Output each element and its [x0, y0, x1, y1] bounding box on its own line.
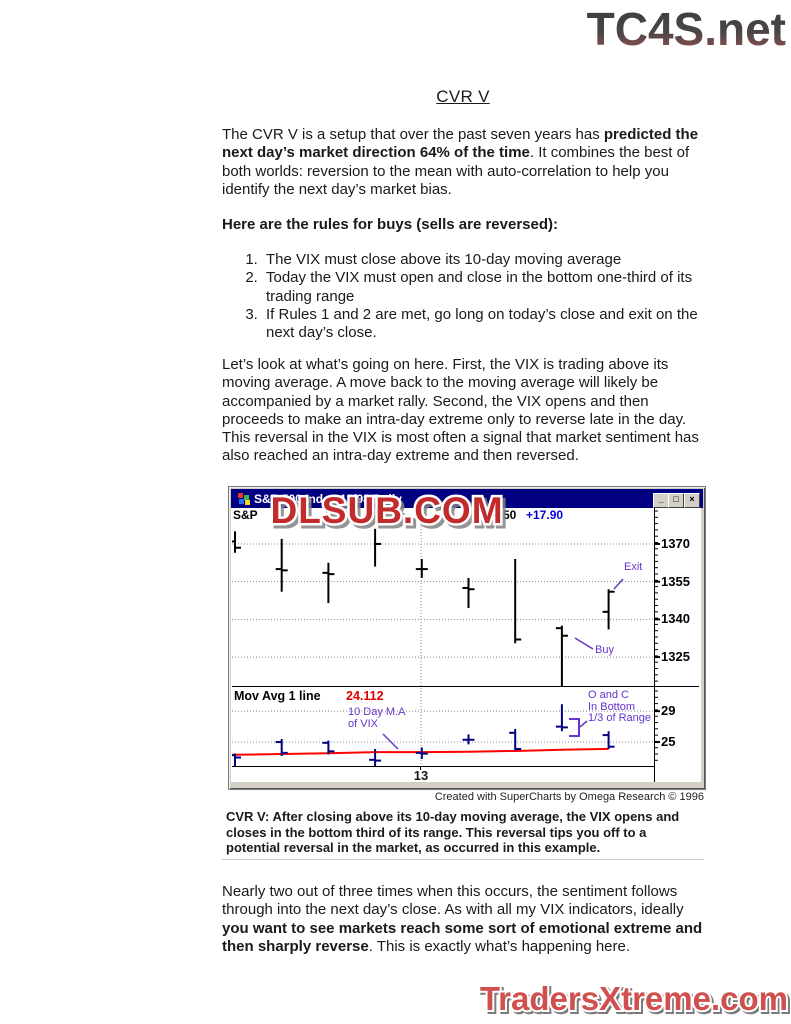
axis-label: 1340: [661, 611, 690, 627]
rule-item-1: The VIX must close above its 10-day movi…: [262, 251, 728, 269]
tc4s-logo: TC4S.net: [587, 3, 786, 55]
figure-caption: CVR V: After closing above its 10-day mo…: [226, 809, 680, 856]
window-title: S&P 500 Index 12/98 Daily: [254, 492, 402, 506]
indicator-label: Mov Avg 1 line: [234, 689, 321, 703]
close-button[interactable]: ×: [684, 493, 700, 508]
svg-text:TradersXtreme.com: TradersXtreme.com: [480, 980, 788, 1017]
axis-label: 29: [661, 703, 676, 719]
tradersxtreme-logo: TradersXtreme.com: [478, 978, 790, 1019]
axis-label: 25: [661, 734, 676, 750]
quote-change: +17.90: [526, 508, 564, 522]
chart-credit: Created with SuperCharts by Omega Resear…: [434, 791, 704, 803]
intro-paragraph: The CVR V is a setup that over the past …: [222, 126, 699, 198]
x-tick-mark: [420, 767, 421, 770]
indicator-value: 24.112: [346, 689, 384, 703]
exit-annotation: Exit: [624, 561, 643, 573]
buy-annotation: Buy: [595, 644, 614, 656]
ma-annotation: 10 Day M.A of VIX: [348, 706, 406, 730]
axis-label: 1370: [661, 535, 690, 551]
axis-label: 1355: [661, 573, 690, 589]
analysis-paragraph: Let’s look at what’s going on here. Firs…: [222, 356, 699, 465]
window-titlebar: S&P 500 Index 12/98 Daily _ □ ×: [231, 489, 703, 508]
svg-text:TC4S.net: TC4S.net: [587, 3, 786, 55]
rule-item-3: If Rules 1 and 2 are met, go long on tod…: [262, 306, 728, 343]
x-tick-label: 13: [413, 768, 429, 783]
axis-label: 1325: [661, 649, 690, 665]
value-axis: 1370 1355 1340 1325 29 25: [654, 508, 700, 782]
x-axis-strip: 13: [232, 766, 654, 783]
maximize-button[interactable]: □: [668, 493, 684, 508]
quote-price-fragment: 50: [503, 508, 517, 522]
rule-item-2: Today the VIX must open and close in the…: [262, 269, 728, 306]
chart-client-area: [231, 508, 701, 782]
app-icon: [236, 492, 251, 505]
outro-paragraph: Nearly two out of three times when this …: [222, 883, 703, 955]
minimize-button[interactable]: _: [653, 493, 669, 508]
oc-annotation: O and C In Bottom 1/3 of Range: [588, 689, 651, 724]
rules-heading: Here are the rules for buys (sells are r…: [222, 216, 558, 233]
price-panel: S&P 50 +17.90 Exit Buy: [232, 508, 654, 686]
vix-panel: Mov Avg 1 line 24.112 10 Day M.A of VIX O…: [232, 688, 654, 766]
quote-symbol: S&P: [233, 508, 258, 522]
page-title: CVR V: [436, 87, 490, 106]
superchart-window: S&P 500 Index 12/98 Daily _ □ × S&P 50 +…: [228, 486, 706, 790]
rules-list: The VIX must close above its 10-day movi…: [238, 251, 728, 342]
panel-divider: [232, 686, 699, 689]
divider-rule: [222, 859, 704, 860]
